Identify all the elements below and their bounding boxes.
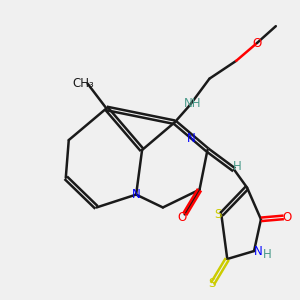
Text: O: O <box>177 211 186 224</box>
Text: CH₃: CH₃ <box>72 77 94 90</box>
Text: N: N <box>254 244 263 258</box>
Text: N: N <box>187 132 196 145</box>
Text: H: H <box>233 160 242 173</box>
Text: NH: NH <box>184 98 201 110</box>
Text: N: N <box>132 188 140 201</box>
Text: H: H <box>263 248 272 260</box>
Text: O: O <box>252 37 262 50</box>
Text: O: O <box>282 211 291 224</box>
Text: S: S <box>215 208 222 221</box>
Text: S: S <box>209 277 216 290</box>
